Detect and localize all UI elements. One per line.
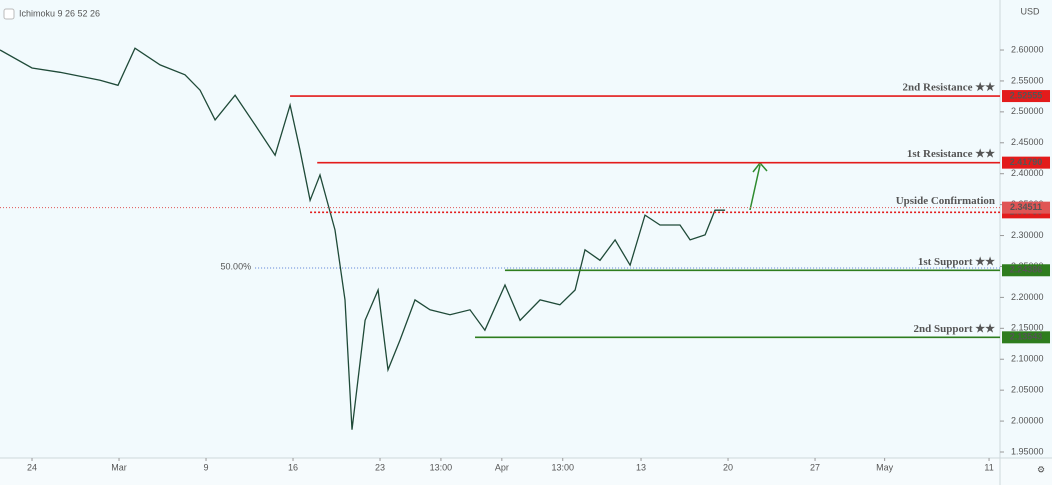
level-label: Upside Confirmation [896,195,995,207]
x-tick-label: 27 [810,462,820,472]
price-box [1002,264,1050,277]
x-tick-label: 13 [636,462,646,472]
level-label: 1st Support ★★ [918,256,995,268]
x-tick-label: 20 [723,462,733,472]
y-tick-label: 2.30000 [1011,230,1044,240]
y-tick-label: 2.60000 [1011,44,1044,54]
x-tick-label: Apr [495,462,509,472]
x-axis-panel [0,458,1052,485]
y-tick-label: 2.05000 [1011,385,1044,395]
y-tick-label: 2.40000 [1011,168,1044,178]
x-tick-label: Mar [111,462,127,472]
y-tick-label: 2.10000 [1011,354,1044,364]
last-price-box [1002,201,1050,214]
price-box [1002,90,1050,103]
price-line [0,47,726,430]
x-tick-label: 11 [984,462,993,472]
y-tick-label: 2.00000 [1011,415,1044,425]
legend-toggle[interactable] [3,8,15,20]
y-tick-label: 2.50000 [1011,106,1044,116]
price-box-label: 2.13543 [1010,332,1043,342]
fib-label: 50.00% [221,261,252,271]
level-label: 2nd Support ★★ [914,323,996,335]
currency-label: USD [1020,6,1040,16]
last-price-label: 2.34511 [1010,202,1042,212]
x-tick-label: 13:00 [551,462,574,472]
x-tick-label: 9 [204,462,209,472]
price-box-label: 2.24386 [1010,265,1043,275]
price-box [1002,156,1050,169]
level-label: 1st Resistance ★★ [907,148,995,160]
y-tick-label: 2.15000 [1011,323,1044,333]
price-box [1002,331,1050,344]
indicator-label: Ichimoku 9 26 52 26 [19,8,100,18]
x-tick-label: 24 [27,462,37,472]
settings-icon[interactable]: ⚙ [1037,464,1045,474]
price-box-label: 2.41790 [1010,157,1043,167]
x-tick-label: 23 [375,462,385,472]
y-tick-label: 2.20000 [1011,292,1044,302]
y-tick-label: 1.95000 [1011,446,1044,456]
price-box-label: 2.52555 [1010,90,1043,100]
x-tick-label: 13:00 [430,462,453,472]
x-tick-label: 16 [288,462,298,472]
x-tick-label: May [876,462,894,472]
y-tick-label: 2.55000 [1011,75,1044,85]
level-label: 2nd Resistance ★★ [903,82,996,94]
y-tick-label: 2.45000 [1011,137,1044,147]
